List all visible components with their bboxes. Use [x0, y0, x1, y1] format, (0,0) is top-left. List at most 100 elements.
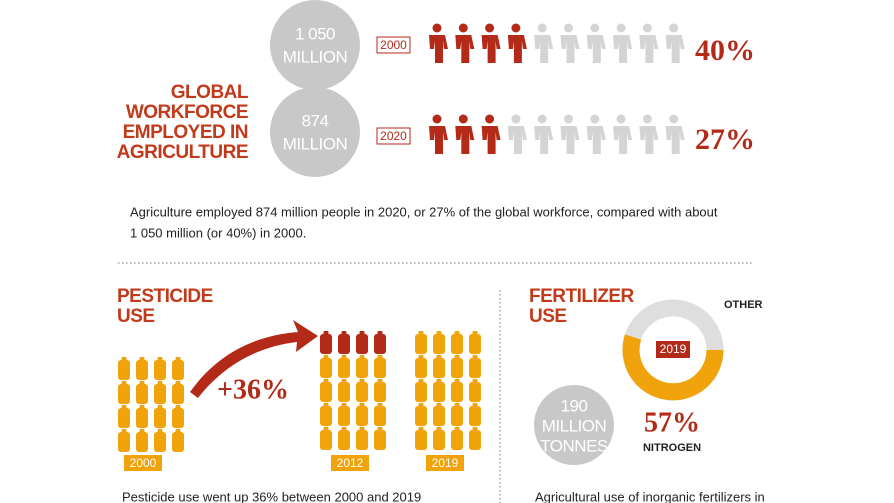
bottle-icon [469, 403, 481, 426]
person-icon [455, 114, 475, 154]
bottle-icon [356, 403, 368, 426]
amount-unit: MILLION [542, 416, 607, 435]
year-box [124, 455, 162, 471]
note: Agriculture employed 874 million people … [130, 204, 718, 219]
bottle-icon [451, 331, 463, 354]
bottle-icon [374, 403, 386, 426]
bottle-icon [154, 357, 166, 380]
year: 2000 [130, 456, 157, 470]
bottle-icon [469, 355, 481, 378]
bottle-icon [356, 427, 368, 450]
bottle-icon [320, 403, 332, 426]
amount: 190 [561, 396, 588, 415]
bottle-icon [154, 429, 166, 452]
bottle-icon [374, 331, 386, 354]
title: AGRICULTURE [117, 142, 248, 163]
share: 27% [695, 123, 755, 156]
year-box [376, 36, 411, 54]
person-icon [560, 114, 580, 154]
year: 2020 [380, 129, 407, 143]
bottle-icon [415, 427, 427, 450]
amount-circle [534, 385, 614, 465]
bottle-icon [451, 403, 463, 426]
title: WORKFORCE [126, 102, 248, 123]
bottle-icon [136, 357, 148, 380]
bottle-icon [469, 331, 481, 354]
share: 57% [644, 407, 700, 438]
bottle-icon [451, 379, 463, 402]
person-icon [613, 114, 633, 154]
bottle-icon [136, 405, 148, 428]
bottle-icon [172, 405, 184, 428]
bottle-icon [118, 381, 130, 404]
title: GLOBAL [171, 82, 249, 103]
person-icon [613, 23, 633, 63]
person-icon [481, 23, 501, 63]
amount-unit: MILLION [283, 47, 348, 66]
person-icon [639, 23, 659, 63]
amount-unit: MILLION [283, 134, 348, 153]
other-label: OTHER [724, 299, 763, 311]
year: 2019 [432, 456, 459, 470]
year: 2019 [660, 342, 687, 356]
bottle-icon [320, 355, 332, 378]
bottle-icon [415, 355, 427, 378]
person-icon [639, 114, 659, 154]
bottle-icon [320, 379, 332, 402]
share-label: NITROGEN [643, 442, 701, 454]
bottle-icon [433, 331, 445, 354]
bottle-icon [469, 379, 481, 402]
year-box [426, 455, 464, 471]
bottle-icon [172, 381, 184, 404]
amount-circle [270, 87, 360, 177]
bottle-icon [118, 429, 130, 452]
bottle-icon [356, 355, 368, 378]
bottle-icon [136, 429, 148, 452]
bottle-icon [374, 355, 386, 378]
bottle-icon [433, 427, 445, 450]
title: PESTICIDE [117, 286, 213, 307]
bottle-icon [320, 427, 332, 450]
bottle-icon [338, 331, 350, 354]
bottle-icon [415, 331, 427, 354]
change: +36% [217, 374, 289, 405]
bottle-icon [374, 379, 386, 402]
donut-nitrogen [622, 334, 724, 401]
bottle-icon [154, 405, 166, 428]
note: 1 050 million (or 40%) in 2000. [130, 225, 306, 240]
year-box [331, 455, 369, 471]
person-icon [507, 114, 527, 154]
bottle-icon [154, 381, 166, 404]
note: Pesticide use went up 36% between 2000 a… [122, 489, 421, 503]
person-icon [586, 114, 606, 154]
person-icon [507, 23, 527, 63]
amount: 874 [302, 111, 329, 130]
bottle-icon [433, 379, 445, 402]
bottle-icon [172, 357, 184, 380]
amount-unit: TONNES [540, 436, 608, 455]
bottle-icon [320, 331, 332, 354]
title: EMPLOYED IN [123, 122, 248, 143]
year-box [376, 127, 411, 145]
person-icon [534, 114, 554, 154]
person-icon [481, 114, 501, 154]
person-icon [455, 23, 475, 63]
bottle-icon [356, 331, 368, 354]
title: USE [529, 306, 567, 327]
amount-circle [270, 0, 360, 90]
bottle-icon [172, 429, 184, 452]
bottle-icon [374, 427, 386, 450]
year: 2000 [380, 38, 407, 52]
title: USE [117, 306, 155, 327]
person-icon [429, 114, 448, 154]
bottle-icon [415, 403, 427, 426]
bottle-icon [118, 405, 130, 428]
bottle-icon [469, 427, 481, 450]
share: 40% [695, 34, 755, 67]
bottle-icon [338, 379, 350, 402]
bottle-icon [136, 381, 148, 404]
note: Agricultural use of inorganic fertilizer… [535, 489, 765, 503]
bottle-icon [338, 403, 350, 426]
person-icon [560, 23, 580, 63]
